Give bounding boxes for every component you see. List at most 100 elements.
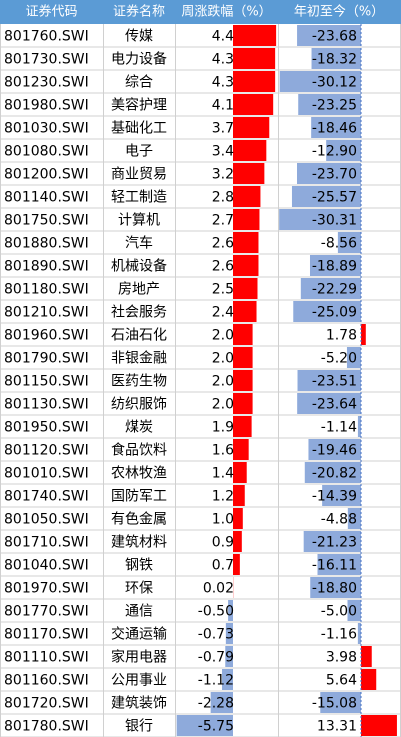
code-cell: 801160.SWI xyxy=(4,673,89,689)
name-cell: 电子 xyxy=(125,144,153,160)
name-cell: 国防军工 xyxy=(111,489,167,505)
code-cell: 801710.SWI xyxy=(4,535,89,551)
name-cell: 石油石化 xyxy=(111,328,167,344)
code-cell: 801730.SWI xyxy=(4,52,89,68)
week-cell: 2.5 xyxy=(212,282,234,298)
week-cell: 1.0 xyxy=(212,512,234,528)
week-bar xyxy=(233,347,253,368)
week-bar xyxy=(233,485,245,506)
ytd-cell: -5.20 xyxy=(321,351,357,367)
ytd-bar xyxy=(303,531,361,552)
name-cell: 美容护理 xyxy=(111,97,167,114)
week-bar xyxy=(233,255,259,276)
header-cell: 证券名称 xyxy=(113,4,165,20)
week-bar xyxy=(233,439,249,460)
ytd-bar xyxy=(304,462,361,483)
week-bar xyxy=(233,25,277,46)
ytd-cell: -23.25 xyxy=(312,98,357,114)
week-cell: 3.7 xyxy=(212,121,234,137)
ytd-bar xyxy=(326,140,361,161)
code-cell: 801720.SWI xyxy=(4,696,89,712)
ytd-cell: 13.31 xyxy=(317,719,357,735)
ytd-bar xyxy=(297,370,361,391)
code-cell: 801180.SWI xyxy=(4,282,89,298)
week-bar xyxy=(233,209,260,230)
ytd-bar xyxy=(347,508,361,529)
ytd-cell: -8.56 xyxy=(321,236,357,252)
ytd-cell: -18.46 xyxy=(312,121,357,137)
ytd-cell: 1.78 xyxy=(326,328,357,344)
name-cell: 煤炭 xyxy=(125,420,153,436)
week-cell: 4.3 xyxy=(212,75,234,91)
name-cell: 环保 xyxy=(125,581,153,597)
week-cell: -5.75 xyxy=(198,719,234,735)
ytd-cell: -19.46 xyxy=(312,443,357,459)
week-cell: 4.1 xyxy=(212,98,234,114)
week-cell: 2.0 xyxy=(212,351,234,367)
code-cell: 801790.SWI xyxy=(4,351,89,367)
name-cell: 房地产 xyxy=(118,282,160,298)
week-bar xyxy=(233,278,258,299)
ytd-bar xyxy=(361,669,377,690)
week-bar xyxy=(233,71,276,92)
ytd-bar xyxy=(310,577,361,598)
ytd-bar xyxy=(347,600,361,621)
name-cell: 纺织服饰 xyxy=(111,397,167,413)
ytd-bar xyxy=(279,71,361,92)
ytd-cell: -23.70 xyxy=(312,167,357,183)
week-bar xyxy=(225,646,233,667)
ytd-cell: -18.32 xyxy=(312,52,357,68)
code-cell: 801890.SWI xyxy=(4,259,89,275)
name-cell: 家用电器 xyxy=(111,649,167,666)
ytd-cell: -12.90 xyxy=(312,144,357,160)
code-cell: 801750.SWI xyxy=(4,213,89,229)
code-cell: 801230.SWI xyxy=(4,75,89,91)
ytd-bar xyxy=(317,554,361,575)
name-cell: 公用事业 xyxy=(111,673,167,689)
week-cell: 0.9 xyxy=(212,535,234,551)
ytd-bar xyxy=(293,301,361,322)
ytd-bar xyxy=(297,163,361,184)
ytd-cell: -25.09 xyxy=(312,305,357,321)
week-cell: -0.79 xyxy=(198,650,234,666)
week-cell: 2.0 xyxy=(212,374,234,390)
code-cell: 801950.SWI xyxy=(4,420,89,436)
code-cell: 801780.SWI xyxy=(4,719,89,735)
week-cell: 4.3 xyxy=(212,52,234,68)
week-cell: 1.4 xyxy=(212,466,234,482)
name-cell: 轻工制造 xyxy=(111,190,167,206)
ytd-bar xyxy=(291,186,361,207)
code-cell: 801170.SWI xyxy=(4,627,89,643)
ytd-cell: -15.08 xyxy=(312,696,357,712)
week-bar xyxy=(233,554,240,575)
code-cell: 801960.SWI xyxy=(4,328,89,344)
ytd-bar xyxy=(361,324,366,345)
week-cell: -0.50 xyxy=(198,604,234,620)
ytd-cell: -1.16 xyxy=(321,627,357,643)
ytd-cell: -23.51 xyxy=(312,374,357,390)
ytd-bar xyxy=(337,232,361,253)
week-bar xyxy=(233,508,243,529)
ytd-bar xyxy=(320,692,361,713)
ytd-bar xyxy=(361,646,372,667)
name-cell: 社会服务 xyxy=(111,305,167,321)
ytd-bar xyxy=(309,255,361,276)
week-bar xyxy=(225,623,233,644)
name-cell: 通信 xyxy=(125,604,153,620)
week-bar xyxy=(176,715,233,736)
code-cell: 801010.SWI xyxy=(4,466,89,482)
week-cell: 2.0 xyxy=(212,328,234,344)
code-cell: 801150.SWI xyxy=(4,374,89,390)
name-cell: 非银金融 xyxy=(111,351,167,367)
code-cell: 801040.SWI xyxy=(4,558,89,574)
code-cell: 801200.SWI xyxy=(4,167,89,183)
week-cell: -0.73 xyxy=(198,627,234,643)
code-cell: 801110.SWI xyxy=(4,650,89,666)
ytd-cell: 5.64 xyxy=(326,673,357,689)
week-cell: 2.0 xyxy=(212,397,234,413)
name-cell: 基础化工 xyxy=(111,120,167,137)
week-bar xyxy=(233,301,257,322)
ytd-cell: -30.12 xyxy=(312,75,357,91)
name-cell: 建筑装饰 xyxy=(111,696,167,712)
